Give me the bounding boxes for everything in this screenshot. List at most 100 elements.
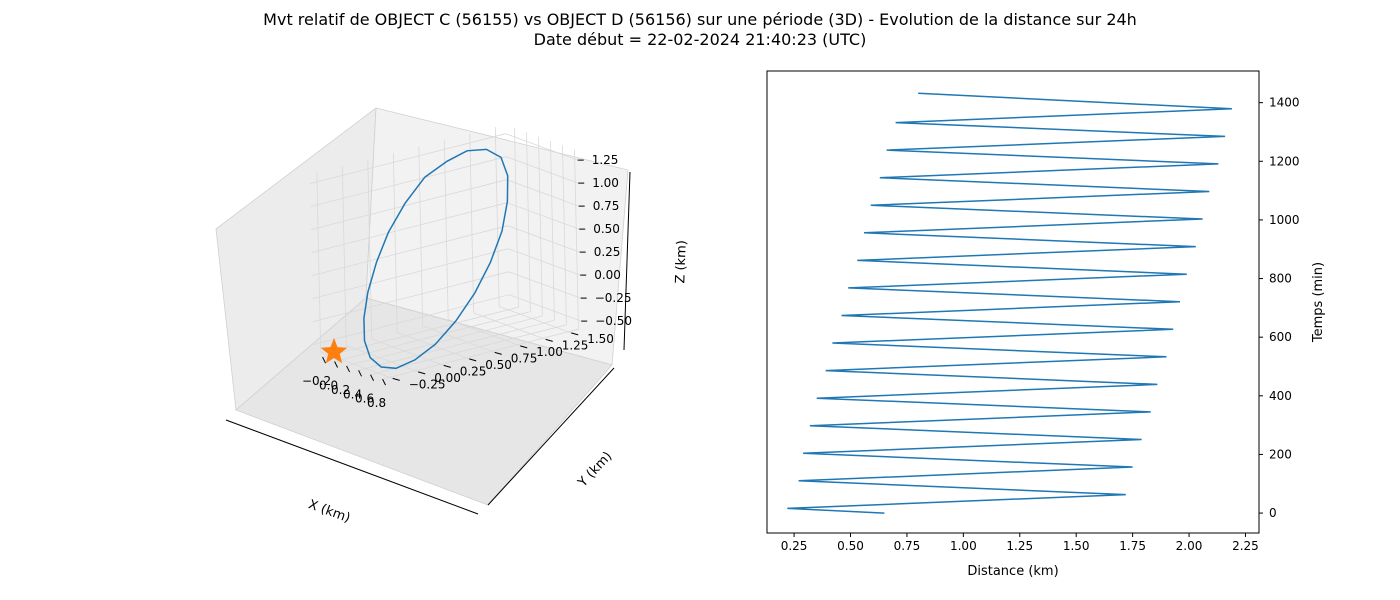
grid-line bbox=[508, 248, 581, 276]
z-tick-label: 1.00 bbox=[592, 176, 619, 190]
grid-line bbox=[562, 145, 567, 325]
x-axis-line bbox=[225, 419, 479, 515]
chart-title: Mvt relatif de OBJECT C (56155) vs OBJEC… bbox=[263, 10, 1137, 29]
star-marker bbox=[320, 338, 348, 364]
y-tick bbox=[443, 364, 451, 368]
grid-line bbox=[509, 294, 582, 322]
y-axis-label: Temps (min) bbox=[1311, 262, 1326, 343]
x-tick-label: 1.75 bbox=[1119, 539, 1146, 553]
z-tick-label: 0.00 bbox=[594, 268, 621, 282]
x-tick-label: 0.4 bbox=[343, 387, 362, 401]
z-tick-label: 0.25 bbox=[594, 245, 621, 259]
z-axis-line bbox=[623, 171, 631, 351]
x-tick-label: −0.2 bbox=[302, 374, 331, 388]
z-tick-label: 0.75 bbox=[593, 199, 620, 213]
x-tick bbox=[370, 374, 375, 381]
grid-line bbox=[341, 166, 347, 346]
x-tick bbox=[334, 361, 339, 368]
y-tick-label: 600 bbox=[1269, 330, 1292, 344]
grid-line bbox=[309, 133, 506, 185]
grid-line bbox=[499, 306, 572, 334]
grid-line bbox=[311, 202, 508, 254]
grid-line bbox=[371, 338, 444, 366]
grid-line bbox=[507, 225, 580, 253]
y-tick bbox=[418, 371, 426, 375]
grid-line bbox=[550, 140, 555, 321]
y-tick-label: −0.25 bbox=[409, 377, 446, 391]
grid-line bbox=[312, 271, 509, 323]
y-tick-label: 1.00 bbox=[536, 345, 563, 359]
grid-line bbox=[310, 156, 507, 208]
y-tick-label: 1.25 bbox=[562, 338, 589, 352]
grid-line bbox=[506, 156, 579, 184]
grid-line bbox=[311, 225, 508, 277]
chart-subtitle: Date début = 22-02-2024 21:40:23 (UTC) bbox=[533, 30, 867, 49]
y-tick-label: 1200 bbox=[1269, 154, 1300, 168]
y-axis-line bbox=[487, 367, 615, 506]
distance-line bbox=[787, 92, 1232, 514]
x-tick-label: 2.25 bbox=[1232, 539, 1259, 553]
y-tick-label: 800 bbox=[1269, 272, 1292, 286]
ticks-3d: −0.20.00.20.40.60.8−0.250.000.250.500.75… bbox=[302, 153, 632, 410]
x-tick-label: 0.50 bbox=[837, 539, 864, 553]
plot-frame bbox=[766, 70, 1260, 534]
x-tick-label: 0.25 bbox=[781, 539, 808, 553]
y-tick bbox=[520, 345, 528, 349]
x-axis-label: Distance (km) bbox=[967, 564, 1058, 579]
grid-line bbox=[526, 132, 531, 312]
x-tick-label: 1.00 bbox=[950, 539, 977, 553]
trajectory-line bbox=[363, 148, 509, 370]
grid-line bbox=[392, 153, 398, 333]
trajectory-3d-plot: −0.20.00.20.40.60.8−0.250.000.250.500.75… bbox=[215, 107, 690, 526]
grid-line bbox=[367, 159, 373, 340]
grid-line bbox=[316, 172, 322, 353]
grid-line bbox=[310, 179, 507, 231]
grid-line bbox=[469, 133, 475, 314]
x-tick-label: 1.50 bbox=[1063, 539, 1090, 553]
grid-line bbox=[448, 319, 521, 347]
grid-line bbox=[538, 136, 543, 317]
x-tick bbox=[358, 370, 363, 377]
z-tick-label: −0.25 bbox=[595, 291, 632, 305]
y-tick-label: 1000 bbox=[1269, 213, 1300, 227]
y-tick-label: 200 bbox=[1269, 447, 1292, 461]
x-tick-label: 0.6 bbox=[355, 392, 374, 406]
grid-line bbox=[514, 127, 519, 308]
y-tick-label: 1400 bbox=[1269, 96, 1300, 110]
grid-line bbox=[505, 133, 578, 161]
z-tick-label: 1.25 bbox=[592, 153, 619, 167]
grid-line bbox=[473, 312, 546, 340]
grid-line bbox=[506, 179, 579, 207]
z-axis-label: Z (km) bbox=[673, 240, 690, 284]
grid-line bbox=[418, 146, 424, 327]
grid-line bbox=[313, 294, 510, 346]
y-tick-label: 0.25 bbox=[460, 364, 487, 378]
grid-line bbox=[346, 345, 419, 373]
x-tick-label: 0.8 bbox=[367, 396, 386, 410]
grid-line bbox=[494, 127, 500, 307]
z-tick-label: −0.50 bbox=[595, 314, 632, 328]
x-tick-label: 0.75 bbox=[894, 539, 921, 553]
x-tick bbox=[322, 356, 327, 364]
y-tick bbox=[545, 338, 553, 342]
x-tick-label: 2.00 bbox=[1176, 539, 1203, 553]
y-tick-label: 400 bbox=[1269, 389, 1292, 403]
y-tick-label: 0.00 bbox=[434, 371, 461, 385]
grid-line bbox=[422, 325, 495, 353]
y-tick-label: 0.50 bbox=[485, 358, 512, 372]
y-tick bbox=[392, 377, 400, 381]
x-tick bbox=[346, 365, 351, 373]
y-tick-label: 0 bbox=[1269, 506, 1277, 520]
grid-line bbox=[312, 248, 509, 300]
x-tick-label: 0.2 bbox=[331, 383, 350, 397]
grid-3d bbox=[309, 127, 582, 380]
x-tick-label: 1.25 bbox=[1006, 539, 1033, 553]
y-tick bbox=[494, 351, 502, 355]
x-tick bbox=[382, 378, 387, 386]
grid-line bbox=[574, 149, 579, 330]
y-tick bbox=[571, 332, 579, 336]
x-tick-label: 0.0 bbox=[319, 379, 338, 393]
y-tick bbox=[469, 358, 477, 362]
